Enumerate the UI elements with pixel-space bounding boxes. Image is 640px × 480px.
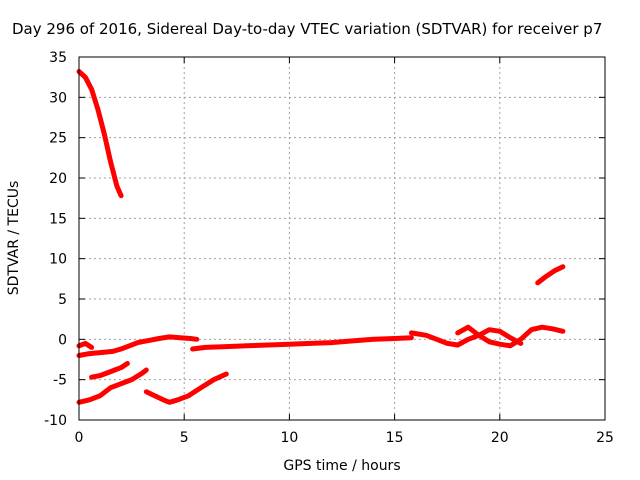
x-axis-label: GPS time / hours xyxy=(283,458,400,474)
y-tick-label: 15 xyxy=(49,211,67,227)
series-arc-2 xyxy=(76,334,200,358)
series-arc-9 xyxy=(455,324,524,346)
y-tick-label: 30 xyxy=(49,90,67,106)
x-tick-label: 25 xyxy=(596,430,614,446)
x-tick-label: 10 xyxy=(280,430,298,446)
y-tick-label: 5 xyxy=(58,292,67,308)
y-tick-label: 25 xyxy=(49,131,67,147)
plot-frame xyxy=(78,56,606,421)
chart-title: Day 296 of 2016, Sidereal Day-to-day VTE… xyxy=(12,20,602,38)
y-tick-label: -5 xyxy=(53,373,67,389)
axis-ticks: 0 5 10 15 20 25 -10 -5 0 5 10 15 20 25 30 35 xyxy=(44,50,614,446)
x-tick-label: 15 xyxy=(386,430,404,446)
y-tick-label: 0 xyxy=(58,332,67,348)
series-arc-4 xyxy=(89,361,130,380)
grid-lines xyxy=(79,57,605,420)
series-arc-10 xyxy=(535,264,566,286)
y-tick-label: -10 xyxy=(44,413,67,429)
x-tick-label: 0 xyxy=(75,430,84,446)
data-series-group xyxy=(76,69,566,405)
y-tick-label: 35 xyxy=(49,50,67,66)
y-tick-label: 10 xyxy=(49,252,67,268)
x-tick-label: 5 xyxy=(180,430,189,446)
series-arc-8 xyxy=(408,324,566,349)
x-tick-label: 20 xyxy=(491,430,509,446)
series-arc-6 xyxy=(143,371,229,405)
y-axis-label: SDTVAR / TECUs xyxy=(6,181,22,296)
series-arc-1 xyxy=(76,69,124,199)
series-arc-5 xyxy=(76,367,149,405)
series-arc-7 xyxy=(190,335,414,352)
series-arc-3 xyxy=(76,340,95,350)
y-tick-label: 20 xyxy=(49,171,67,187)
